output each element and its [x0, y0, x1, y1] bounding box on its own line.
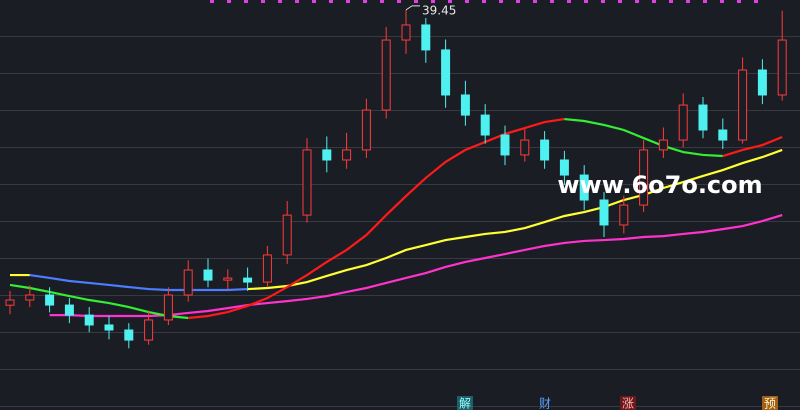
- event-marker-box: [762, 396, 778, 410]
- candle-body: [421, 24, 431, 51]
- candle-body: [540, 139, 550, 161]
- candle-body: [104, 324, 114, 331]
- candle-body: [262, 254, 272, 283]
- watermark: www.6o7o.com: [557, 171, 762, 199]
- candle-body: [480, 114, 490, 136]
- candle-body: [124, 329, 134, 341]
- event-marker: 预: [764, 397, 776, 410]
- candle-body: [678, 104, 688, 141]
- candle-body: [203, 269, 213, 281]
- high-pointer: [405, 5, 420, 11]
- top-signal-strip: [210, 0, 770, 3]
- ma-line: [247, 148, 783, 291]
- candle-body: [599, 199, 609, 226]
- candle-body: [25, 294, 35, 301]
- ma-line: [564, 117, 723, 158]
- candle-body: [64, 304, 74, 316]
- candle-body: [144, 319, 154, 341]
- event-marker-box: [457, 396, 473, 410]
- event-marker: 解: [459, 397, 471, 410]
- candle-body: [658, 139, 668, 151]
- ma-line: [9, 283, 189, 320]
- candle-body: [520, 139, 530, 156]
- ma-line: [29, 273, 248, 292]
- high-label: 39.45: [422, 3, 456, 17]
- candle-body: [559, 159, 569, 176]
- candle-body: [579, 174, 589, 201]
- candle-body: [500, 134, 510, 156]
- candle-body: [718, 129, 728, 141]
- candle-body: [223, 277, 233, 281]
- candle-body: [698, 104, 708, 131]
- candle-body: [777, 39, 787, 96]
- candle-body: [441, 49, 451, 96]
- candle-body: [460, 94, 470, 116]
- candle-body: [619, 204, 629, 226]
- candle-body: [361, 109, 371, 151]
- candle-body: [757, 69, 767, 96]
- ma-line: [49, 214, 783, 318]
- candle-body: [342, 149, 352, 161]
- candle-body: [243, 277, 253, 283]
- candle-body: [45, 294, 55, 306]
- candle-body: [5, 299, 15, 306]
- candle-body: [639, 149, 649, 206]
- candle-body: [381, 39, 391, 111]
- candle-body: [322, 149, 332, 161]
- candle-body: [738, 69, 748, 141]
- ma-line: [722, 135, 783, 158]
- event-marker-box: [620, 396, 636, 410]
- candle-body: [84, 314, 94, 326]
- candle-body: [401, 24, 411, 41]
- event-marker: 涨: [622, 396, 634, 410]
- candle-body: [282, 214, 292, 256]
- candle-body: [302, 149, 312, 216]
- candle-body: [183, 269, 193, 296]
- candle-body: [163, 294, 173, 321]
- event-marker: 财: [539, 397, 551, 410]
